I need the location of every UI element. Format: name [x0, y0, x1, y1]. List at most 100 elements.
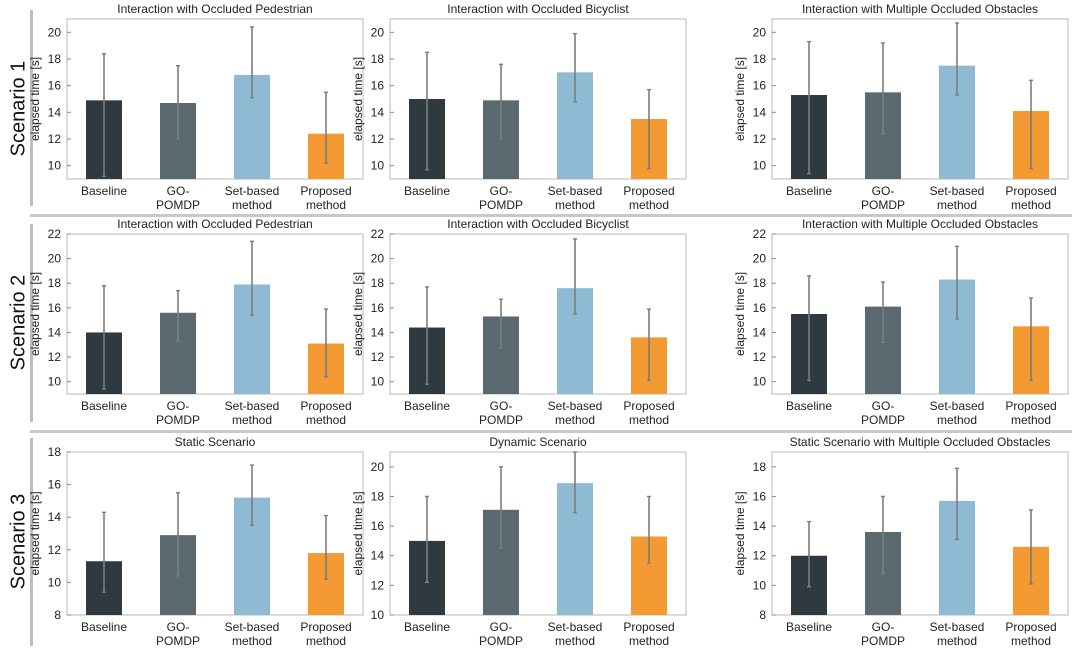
y-tick-label: 12	[371, 578, 385, 592]
y-tick-label: 16	[753, 79, 767, 93]
y-tick-label: 12	[753, 132, 767, 146]
y-tick-label: 10	[371, 608, 385, 622]
x-tick-label: Set-based	[225, 399, 280, 413]
y-tick-label: 16	[753, 301, 767, 315]
chart-panel: 10 12 14 16 18 20 elapsed time [s] Dynamic Scen…	[351, 435, 687, 648]
y-tick-label: 10	[48, 575, 62, 589]
y-tick-label: 14	[753, 325, 767, 339]
x-tick-label: Set-based	[930, 620, 985, 634]
x-tick-label: Set-based	[225, 184, 280, 198]
x-tick-label: method	[555, 634, 595, 648]
y-axis-label: elapsed time [s]	[28, 57, 42, 141]
x-tick-label: GO-	[167, 620, 190, 634]
y-tick-label: 18	[753, 460, 767, 474]
y-tick-label: 20	[753, 252, 767, 266]
y-tick-label: 18	[371, 489, 385, 503]
y-tick-label: 16	[48, 79, 62, 93]
y-tick-label: 14	[753, 105, 767, 119]
x-tick-label: GO-	[167, 184, 190, 198]
x-tick-label: Baseline	[404, 399, 450, 413]
y-tick-label: 14	[48, 510, 62, 524]
x-tick-label: POMDP	[156, 198, 200, 212]
x-tick-label: Set-based	[930, 399, 985, 413]
y-tick-label: 20	[371, 460, 385, 474]
x-tick-label: Baseline	[786, 184, 832, 198]
y-tick-label: 14	[371, 549, 385, 563]
x-tick-label: POMDP	[156, 634, 200, 648]
y-axis-label: elapsed time [s]	[351, 57, 365, 141]
x-tick-label: method	[937, 413, 977, 427]
x-tick-label: POMDP	[861, 198, 905, 212]
chart-title: Static Scenario	[175, 435, 256, 449]
y-tick-label: 8	[54, 608, 61, 622]
x-tick-label: POMDP	[861, 413, 905, 427]
x-tick-label: Set-based	[930, 184, 985, 198]
x-tick-label: Proposed	[1005, 399, 1056, 413]
y-tick-label: 12	[753, 350, 767, 364]
chart-panel: 10 12 14 16 18 20 elapsed time [s] Interaction …	[28, 2, 364, 212]
y-tick-label: 14	[48, 105, 62, 119]
chart-title: Interaction with Multiple Occluded Obsta…	[802, 217, 1038, 231]
x-tick-label: POMDP	[156, 413, 200, 427]
x-tick-label: Set-based	[548, 620, 603, 634]
row-separator	[30, 430, 1072, 433]
y-tick-label: 16	[371, 519, 385, 533]
y-tick-label: 12	[48, 350, 62, 364]
y-tick-label: 12	[371, 132, 385, 146]
y-tick-label: 18	[753, 52, 767, 66]
y-tick-label: 10	[48, 375, 62, 389]
x-tick-label: method	[232, 634, 272, 648]
chart-title: Interaction with Occluded Bicyclist	[447, 217, 629, 231]
chart-title: Interaction with Occluded Pedestrian	[117, 217, 312, 231]
x-tick-label: method	[555, 198, 595, 212]
y-axis-label: elapsed time [s]	[351, 491, 365, 575]
x-tick-label: Proposed	[623, 399, 674, 413]
y-tick-label: 14	[371, 325, 385, 339]
x-tick-label: Baseline	[81, 399, 127, 413]
x-tick-label: POMDP	[479, 413, 523, 427]
chart-panel: 10 12 14 16 18 20 elapsed time [s] Interaction …	[733, 2, 1069, 212]
y-tick-label: 8	[759, 608, 766, 622]
y-tick-label: 10	[48, 159, 62, 173]
x-tick-label: method	[629, 634, 669, 648]
y-tick-label: 14	[48, 325, 62, 339]
x-tick-label: method	[306, 198, 346, 212]
x-tick-label: Proposed	[300, 399, 351, 413]
y-tick-label: 18	[48, 52, 62, 66]
x-tick-label: Proposed	[623, 620, 674, 634]
y-axis-label: elapsed time [s]	[733, 272, 747, 356]
x-tick-label: Baseline	[404, 184, 450, 198]
x-tick-label: Baseline	[786, 399, 832, 413]
x-tick-label: method	[629, 198, 669, 212]
x-tick-label: method	[1011, 634, 1051, 648]
x-tick-label: GO-	[167, 399, 190, 413]
y-tick-label: 16	[48, 478, 62, 492]
x-tick-label: Baseline	[81, 184, 127, 198]
y-tick-label: 12	[48, 132, 62, 146]
row-bracket	[30, 10, 33, 206]
chart-panel: 8 10 12 14 16 18 elapsed time [s] Static Scenar…	[28, 435, 364, 648]
y-tick-label: 14	[753, 519, 767, 533]
x-tick-label: GO-	[872, 184, 895, 198]
y-tick-label: 12	[753, 549, 767, 563]
row-bracket	[30, 224, 33, 422]
row-separator	[30, 214, 1072, 217]
chart-panel: 10 12 14 16 18 20 22 elapsed time [s] Interactio…	[733, 217, 1069, 427]
x-tick-label: Proposed	[1005, 184, 1056, 198]
y-tick-label: 16	[371, 79, 385, 93]
x-tick-label: POMDP	[861, 634, 905, 648]
y-axis-label: elapsed time [s]	[28, 491, 42, 575]
y-tick-label: 16	[371, 301, 385, 315]
x-tick-label: Proposed	[300, 184, 351, 198]
y-tick-label: 18	[371, 276, 385, 290]
x-tick-label: method	[1011, 198, 1051, 212]
x-tick-label: method	[555, 413, 595, 427]
y-tick-label: 14	[371, 105, 385, 119]
x-tick-label: method	[937, 634, 977, 648]
x-tick-label: Set-based	[548, 399, 603, 413]
y-tick-label: 20	[48, 25, 62, 39]
y-axis-label: elapsed time [s]	[28, 272, 42, 356]
chart-panel: 10 12 14 16 18 20 22 elapsed time [s] Interactio…	[351, 217, 687, 427]
x-tick-label: Proposed	[623, 184, 674, 198]
x-tick-label: POMDP	[479, 634, 523, 648]
